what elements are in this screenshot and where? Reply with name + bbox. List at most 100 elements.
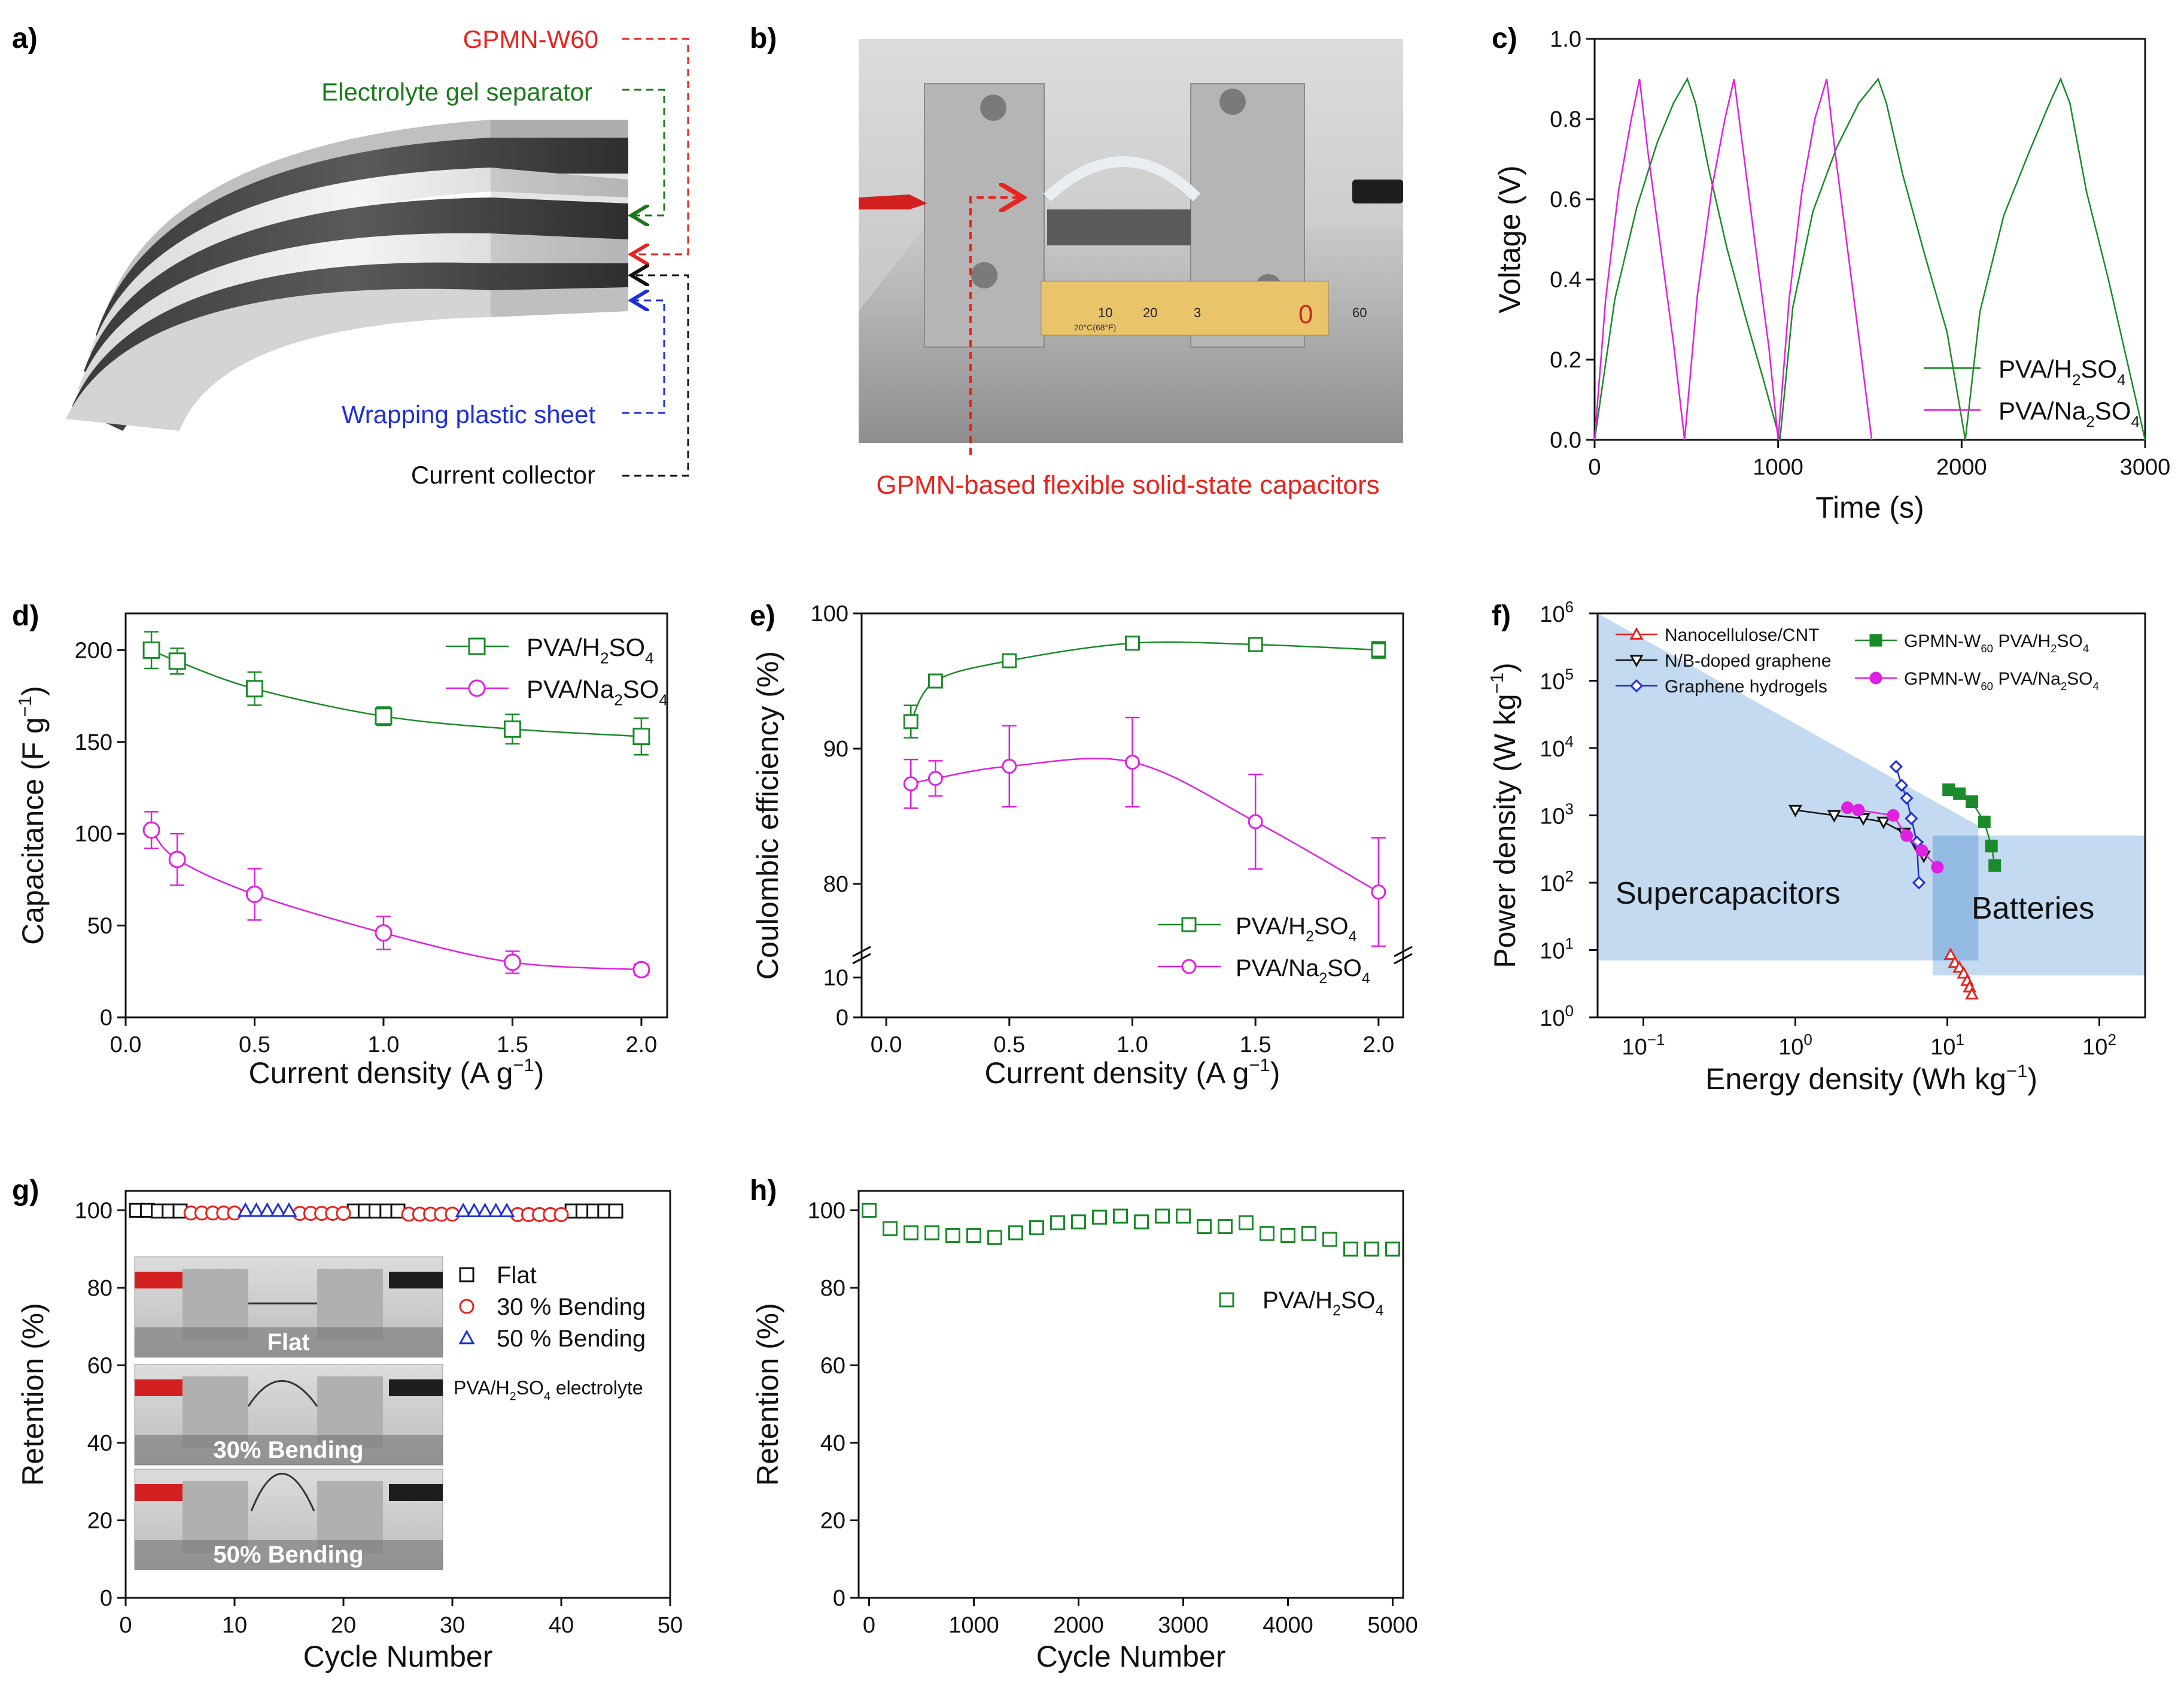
chart-c-legend-label-1-part-1: 2 bbox=[2086, 413, 2094, 431]
chart-d-legend-marker-1 bbox=[468, 679, 486, 697]
chart-f-ylabel-part-0: Power density (W kg bbox=[1488, 694, 1522, 968]
chart-g-electrolyte-note-part-4: electrolyte bbox=[550, 1377, 643, 1399]
chart-h-xtick-label-4: 4000 bbox=[1263, 1613, 1313, 1638]
chart-d-legend-label-1-part-1: 2 bbox=[614, 691, 622, 709]
chart-e-ytick-label-0: 0 bbox=[836, 1005, 848, 1031]
layer-2-separator bbox=[90, 168, 628, 371]
chart-e-series-0-fit bbox=[910, 641, 1379, 722]
chart-h-ylabel: Retention (%) bbox=[751, 1303, 784, 1486]
chart-e-legend-label-1-part-0: PVA/Na bbox=[1236, 955, 1319, 981]
chart-e-axis-break-left bbox=[852, 946, 871, 965]
chart-c-ytick-label-4: 0.8 bbox=[1550, 107, 1581, 132]
chart-f-series-2-point-3 bbox=[1905, 811, 1918, 825]
chart-e-legend-label-0-part-0: PVA/H bbox=[1236, 913, 1306, 940]
callout-gpmn-w60-arrow bbox=[622, 38, 689, 254]
chart-h-series-0-point-14 bbox=[1155, 1208, 1170, 1224]
panel-h-label: h) bbox=[750, 1175, 777, 1206]
layer-5-dark bbox=[72, 262, 628, 431]
chart-f-legend-label-4-part-1: 60 bbox=[1981, 680, 1993, 692]
chart-g-series-2-point-4 bbox=[281, 1202, 297, 1217]
chart-g-electrolyte-note: PVA/H2SO4 electrolyte bbox=[454, 1377, 643, 1403]
chart-e-series-1-point-5 bbox=[1371, 885, 1386, 900]
caption-arrow bbox=[969, 197, 1023, 455]
chart-h-ytick-label-1: 20 bbox=[820, 1508, 845, 1533]
chart-g-xlabel: Cycle Number bbox=[303, 1640, 493, 1673]
chart-g-xtick-label-3: 30 bbox=[440, 1613, 465, 1638]
chart-d-series-1-point-0 bbox=[142, 821, 160, 839]
chart-f-ytick-exp-1: 1 bbox=[1565, 935, 1574, 953]
chart-h-series-0-point-2 bbox=[904, 1225, 918, 1241]
chart-g-xtick-label-5: 50 bbox=[658, 1613, 683, 1638]
spring-screw bbox=[1047, 209, 1191, 245]
chart-f-ytick-label-3: 103 bbox=[1540, 800, 1574, 829]
chart-e-ytick-label-4: 100 bbox=[811, 601, 848, 627]
callout-current-collector: Current collector bbox=[411, 461, 595, 489]
inset-photo-2-caption-band bbox=[135, 1540, 443, 1570]
chart-f-legend-label-3-part-3: 2 bbox=[2051, 642, 2057, 655]
chart-f-ytick-label-4: 104 bbox=[1540, 732, 1574, 762]
screw-2 bbox=[971, 262, 997, 288]
chart-h-series-0-point-18 bbox=[1239, 1215, 1254, 1230]
ruler-temperature-note: 20°C(68°F) bbox=[1074, 323, 1116, 332]
chart-c-xtick-label-1: 1000 bbox=[1753, 455, 1803, 480]
chart-f-series-2-point-5 bbox=[1912, 876, 1926, 890]
chart-h-series-0-point-0 bbox=[862, 1202, 877, 1218]
chart-g-frame bbox=[124, 1190, 671, 1599]
chart-g-series-0-point-14 bbox=[608, 1203, 623, 1219]
chart-g-ytick-label-3: 60 bbox=[87, 1353, 112, 1378]
chart-f-ylabel-part-1: −1 bbox=[1486, 673, 1507, 694]
chart-f-xtick-exp-1: 0 bbox=[1803, 1031, 1812, 1048]
chart-d-ylabel: Capacitance (F g−1) bbox=[14, 686, 50, 945]
chart-h-series-0-point-12 bbox=[1113, 1208, 1128, 1224]
inset-photo-1-caption-band bbox=[135, 1435, 443, 1465]
chart-g-legend-label-2: 50 % Bending bbox=[497, 1326, 646, 1352]
chart-h-series-0-point-9 bbox=[1050, 1215, 1065, 1230]
chart-h-series-0-point-25 bbox=[1385, 1241, 1400, 1257]
chart-h-cycle-retention: 0 1000 2000 3000 4000 5000 0 20 40 60 80 100 Cycle N… bbox=[751, 1190, 1418, 1673]
chart-e-legend-marker-1 bbox=[1181, 959, 1197, 974]
inset-photo-1-label: 30% Bending bbox=[213, 1437, 363, 1463]
bent-capacitor bbox=[1043, 156, 1201, 202]
chart-f-legend-label-3-part-2: PVA/H bbox=[1993, 631, 2051, 651]
chart-d-ytick-label-0: 0 bbox=[100, 1005, 112, 1031]
chart-e-coulombic-efficiency: 0.0 0.5 1.0 1.5 2.0 0 10 80 90 100 Current density… bbox=[751, 601, 1413, 1090]
chart-f-series-4-point-1 bbox=[1852, 804, 1865, 817]
panel-e-label: e) bbox=[750, 600, 775, 632]
photo-caption: GPMN-based flexible solid-state capacito… bbox=[876, 470, 1379, 500]
chart-e-legend-label-0-part-1: 2 bbox=[1306, 929, 1314, 945]
chart-f-xtick-label-2: 101 bbox=[1930, 1031, 1964, 1060]
chart-h-ytick-label-2: 40 bbox=[820, 1431, 845, 1456]
chart-e-legend-label-1-part-1: 2 bbox=[1319, 971, 1327, 987]
panel-g: g) 0 10 20 30 40 50 0 20 40 60 80 100 Cycle Number Re… bbox=[12, 1175, 683, 1673]
chart-f-xlabel-part-1: −1 bbox=[2006, 1060, 2027, 1081]
chart-d-series-0-point-2 bbox=[245, 680, 263, 698]
chart-g-series-1-point-9 bbox=[336, 1206, 351, 1221]
chart-g-ytick-label-4: 80 bbox=[87, 1276, 112, 1301]
chart-h-series-0-point-16 bbox=[1197, 1219, 1212, 1235]
chart-e-ytick-label-1: 10 bbox=[823, 965, 848, 990]
chart-h-series-0-point-24 bbox=[1364, 1241, 1379, 1257]
chart-g-series-2-point-3 bbox=[270, 1202, 287, 1217]
chart-d-series-1-point-3 bbox=[375, 924, 393, 942]
chart-f-legend-label-3-part-0: GPMN-W bbox=[1904, 631, 1981, 651]
chart-f-legend-marker-0 bbox=[1629, 627, 1644, 640]
chart-g-legend-label-0: Flat bbox=[497, 1262, 537, 1288]
panel-e: e) 0.0 0.5 1.0 1.5 2.0 0 10 80 90 100 Current dens… bbox=[750, 600, 1413, 1090]
chart-h-series-0-point-19 bbox=[1260, 1226, 1274, 1241]
chart-f-series-4-point-3 bbox=[1900, 829, 1914, 842]
chart-h-legend-label-0-part-0: PVA/H bbox=[1263, 1287, 1333, 1314]
chart-d-xtick-label-2: 1.0 bbox=[368, 1032, 400, 1057]
chart-g-electrolyte-note-part-2: SO bbox=[516, 1377, 544, 1399]
chart-e-series-1-point-1 bbox=[927, 771, 943, 786]
ruler-tick-20: 20 bbox=[1143, 305, 1157, 320]
chart-g-xtick-label-1: 10 bbox=[222, 1613, 247, 1638]
chart-h-series-0-point-21 bbox=[1301, 1226, 1316, 1241]
chart-h-ytick-label-4: 80 bbox=[820, 1276, 845, 1301]
chart-e-legend-label-0: PVA/H2SO4 bbox=[1236, 913, 1357, 945]
chart-f-ytick-exp-6: 6 bbox=[1565, 598, 1574, 616]
chart-e-xlabel-part-1: −1 bbox=[1249, 1054, 1270, 1075]
chart-f-series-1-point-1 bbox=[1827, 810, 1841, 823]
chart-e-xtick-label-3: 1.5 bbox=[1240, 1032, 1272, 1057]
chart-c-legend-label-1-part-2: SO bbox=[2095, 397, 2131, 425]
